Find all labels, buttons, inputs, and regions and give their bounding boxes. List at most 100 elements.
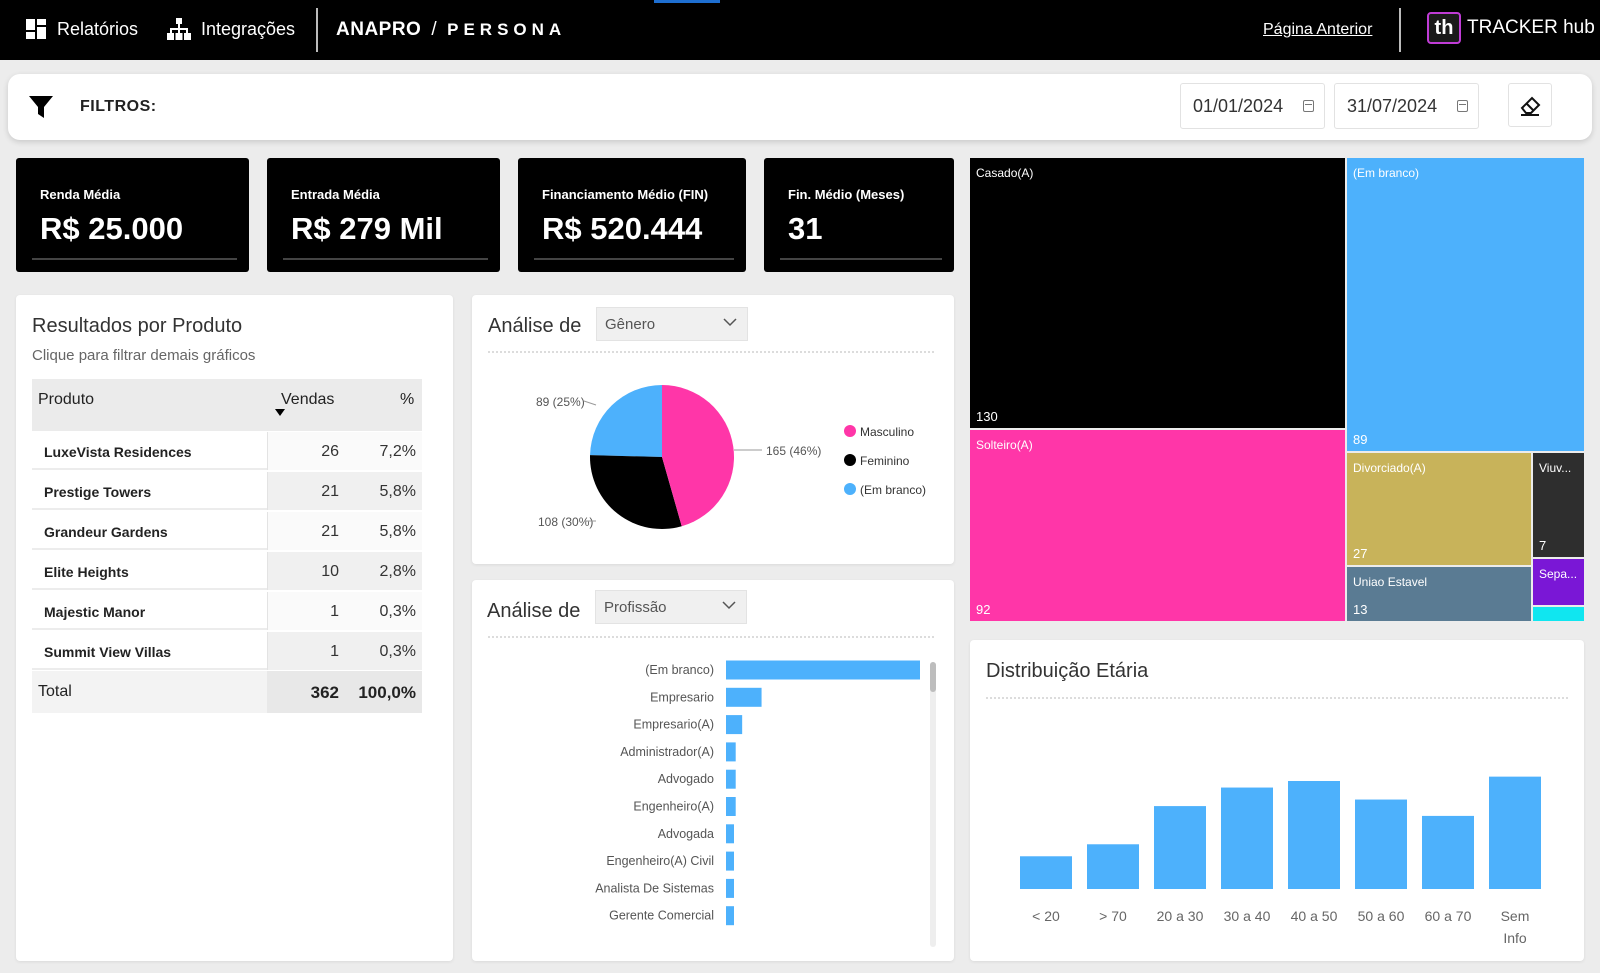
scrollbar-track[interactable] <box>930 662 936 947</box>
treemap-cell-separado[interactable]: Sepa... <box>1533 559 1584 605</box>
kpi-card-avg-income: Renda Média R$ 25.000 <box>16 158 249 272</box>
treemap-cell-viuvo[interactable]: Viuv... 7 <box>1533 453 1584 557</box>
profession-bar[interactable] <box>726 851 734 871</box>
total-shade <box>267 671 422 713</box>
col-header-pct[interactable]: % <box>400 391 415 408</box>
product-name: Grandeur Gardens <box>32 512 267 550</box>
profession-bar[interactable] <box>726 660 920 680</box>
treemap-cell-other[interactable] <box>1533 607 1584 621</box>
profession-bar[interactable] <box>726 769 736 789</box>
treemap-cell-solteiro[interactable]: Solteiro(A) 92 <box>970 430 1345 621</box>
gender-select[interactable]: Gênero <box>596 307 748 341</box>
profession-bar[interactable] <box>726 797 736 816</box>
table-row[interactable]: Grandeur Gardens 21 5,8% <box>32 511 422 551</box>
profession-bar[interactable] <box>726 824 734 844</box>
profession-bar-chart[interactable]: (Em branco) Empresario Empresario(A) Admini… <box>472 580 954 961</box>
kpi-card-avg-down-payment: Entrada Média R$ 279 Mil <box>267 158 500 272</box>
products-table: Produto Vendas % LuxeVista Residences 26 7… <box>32 379 422 713</box>
age-bar[interactable] <box>1154 806 1206 889</box>
product-sales: 1 <box>330 643 339 660</box>
legend-blank[interactable]: (Em branco) <box>860 483 926 497</box>
start-date-input[interactable]: 01/01/2024 <box>1180 83 1325 129</box>
divider <box>316 8 318 52</box>
profession-bar[interactable] <box>726 687 762 707</box>
treemap-cell-casado[interactable]: Casado(A) 130 <box>970 158 1345 428</box>
table-row[interactable]: Summit View Villas 1 0,3% <box>32 631 422 671</box>
product-sales: 10 <box>321 563 339 580</box>
dashboard-icon <box>26 19 46 39</box>
table-row[interactable]: Prestige Towers 21 5,8% <box>32 471 422 511</box>
profession-bar[interactable] <box>726 878 734 898</box>
profession-bar[interactable] <box>726 742 736 762</box>
profession-bar[interactable] <box>726 715 743 735</box>
product-values: 1 0,3% <box>267 632 422 670</box>
table-row[interactable]: Majestic Manor 1 0,3% <box>32 591 422 631</box>
profession-select[interactable]: Profissão <box>595 590 747 624</box>
end-date-value: 31/07/2024 <box>1347 95 1438 116</box>
treemap-cell-uniao-estavel[interactable]: Uniao Estavel 13 <box>1347 567 1531 621</box>
panel-divider <box>986 697 1568 699</box>
pie-slice-blank[interactable] <box>590 385 662 457</box>
age-bar[interactable] <box>1422 815 1474 889</box>
kpi-underline <box>32 258 237 260</box>
age-bar[interactable] <box>1355 799 1407 889</box>
sitemap-icon <box>167 18 191 40</box>
sort-desc-icon[interactable] <box>275 409 285 416</box>
legend-fem[interactable]: Feminino <box>860 454 910 468</box>
treemap-cell-divorciado[interactable]: Divorciado(A) 27 <box>1347 453 1531 565</box>
age-bar[interactable] <box>1489 776 1541 889</box>
age-title: Distribuição Etária <box>986 660 1149 682</box>
nav-integrations[interactable]: Integrações <box>167 18 295 40</box>
total-label: Total <box>38 683 72 700</box>
total-sales: 362 <box>310 683 339 702</box>
col-header-product[interactable]: Produto <box>38 391 95 408</box>
previous-page-link[interactable]: Página Anterior <box>1263 21 1373 38</box>
age-tick-label: Info <box>1503 930 1527 946</box>
legend-dot-masc <box>844 425 856 437</box>
marital-status-treemap[interactable]: Casado(A) 130 (Em branco) 89 Solteiro(A)… <box>970 158 1584 621</box>
kpi-value: R$ 25.000 <box>40 211 184 246</box>
gender-title: Análise de <box>488 315 582 337</box>
product-name: Prestige Towers <box>32 472 267 510</box>
scrollbar-thumb[interactable] <box>930 662 936 692</box>
table-row[interactable]: LuxeVista Residences 26 7,2% <box>32 431 422 471</box>
chevron-down-icon <box>722 601 736 610</box>
tracker-hub-label: TRACKER hub <box>1467 17 1595 38</box>
chevron-down-icon <box>723 318 737 327</box>
products-subtitle: Clique para filtrar demais gráficos <box>32 347 256 364</box>
clear-filters-button[interactable] <box>1508 83 1552 127</box>
end-date-input[interactable]: 31/07/2024 <box>1334 83 1479 129</box>
age-bar-chart[interactable]: < 20 > 70 20 a 30 30 a 40 40 a 50 50 a 60 60 a… <box>970 640 1584 961</box>
table-header: Produto Vendas % <box>32 379 422 431</box>
treemap-cell-em-branco[interactable]: (Em branco) 89 <box>1347 158 1584 451</box>
treemap-value: 130 <box>976 409 998 424</box>
product-values: 26 7,2% <box>267 432 422 470</box>
gender-pie-chart[interactable]: 89 (25%) 165 (46%) 108 (30%) Masculino F… <box>472 295 954 564</box>
age-bar[interactable] <box>1288 781 1340 889</box>
pie-leader-line <box>583 400 597 406</box>
profession-title: Análise de <box>487 600 581 622</box>
pie-slice-masc[interactable] <box>662 385 734 527</box>
age-bar[interactable] <box>1087 844 1139 889</box>
profession-bar[interactable] <box>726 906 734 926</box>
nav-reports-label: Relatórios <box>57 18 139 39</box>
brand-slash: / <box>431 19 438 40</box>
legend-masc[interactable]: Masculino <box>860 425 914 439</box>
product-name: LuxeVista Residences <box>32 432 267 470</box>
calendar-icon[interactable] <box>1457 100 1468 112</box>
profession-label: Empresario(A) <box>633 718 714 732</box>
age-bar[interactable] <box>1020 856 1072 889</box>
table-row[interactable]: Elite Heights 10 2,8% <box>32 551 422 591</box>
nav-reports[interactable]: Relatórios <box>25 18 138 40</box>
pie-slice-fem[interactable] <box>590 455 682 529</box>
age-bar[interactable] <box>1221 787 1273 889</box>
gender-select-value: Gênero <box>605 316 656 333</box>
treemap-label: Casado(A) <box>976 166 1034 180</box>
age-tick-label: > 70 <box>1099 908 1127 924</box>
panel-divider <box>488 636 934 638</box>
profession-label: Gerente Comercial <box>609 909 714 923</box>
legend-dot-fem <box>844 454 856 466</box>
calendar-icon[interactable] <box>1303 100 1314 112</box>
col-header-sales[interactable]: Vendas <box>281 391 335 408</box>
kpi-value: R$ 520.444 <box>542 211 703 246</box>
